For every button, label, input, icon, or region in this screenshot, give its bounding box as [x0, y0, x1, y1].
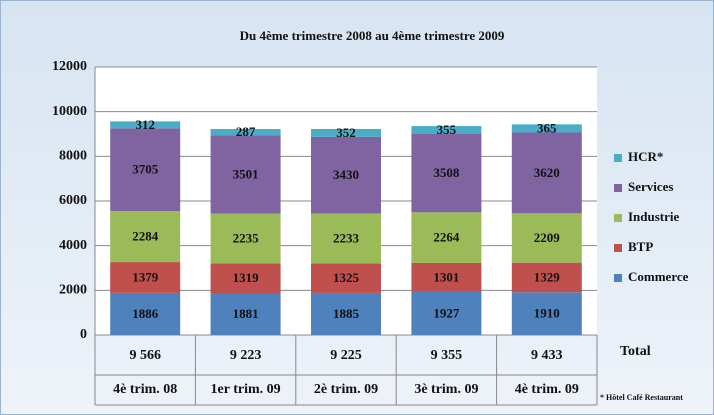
- y-tick-label: 4000: [59, 238, 87, 253]
- bar-segment: [110, 292, 181, 335]
- data-label: 1319: [233, 270, 260, 285]
- data-label: 2284: [132, 229, 159, 244]
- legend-label: HCR*: [628, 149, 663, 164]
- legend-swatch: [614, 214, 622, 222]
- data-label: 355: [437, 122, 457, 137]
- data-label: 2264: [433, 230, 460, 245]
- bar-segment: [411, 262, 482, 292]
- bar-segment: [511, 132, 582, 214]
- data-label: 1886: [132, 306, 159, 321]
- data-label: 3430: [333, 167, 359, 182]
- x-tick-label: 3è trim. 09: [414, 382, 478, 397]
- bar-segment: [511, 124, 582, 133]
- data-label: 2235: [233, 231, 260, 246]
- bar-segment: [110, 262, 181, 293]
- total-value: 9 225: [330, 348, 362, 363]
- legend-label: Commerce: [628, 269, 689, 284]
- bar-segment: [411, 126, 482, 134]
- data-label: 352: [336, 125, 356, 140]
- bar-segment: [411, 212, 482, 263]
- x-tick-label: 2è trim. 09: [314, 382, 378, 397]
- x-tick-label: 4è trim. 09: [515, 382, 579, 397]
- bar-segment: [511, 262, 582, 293]
- legend-label: BTP: [628, 239, 653, 254]
- total-label: Total: [620, 344, 651, 359]
- x-tick-label: 1er trim. 09: [211, 382, 281, 397]
- y-tick-label: 6000: [59, 193, 87, 208]
- data-label: 1301: [433, 269, 459, 284]
- bar-segment: [511, 213, 582, 263]
- x-tick-label: 4è trim. 08: [113, 382, 177, 397]
- data-label: 1325: [333, 270, 360, 285]
- bar-segment: [110, 211, 181, 263]
- bar-segment: [210, 213, 281, 264]
- legend-swatch: [614, 184, 622, 192]
- data-label: 3501: [233, 167, 259, 182]
- bar-segment: [210, 129, 281, 136]
- bar-segment: [511, 292, 582, 335]
- bar-segment: [311, 136, 381, 214]
- data-label: 1885: [333, 306, 360, 321]
- bar-segment: [311, 128, 381, 137]
- y-tick-label: 8000: [59, 149, 87, 164]
- bar-segment: [311, 292, 381, 335]
- bar-segment: [110, 121, 181, 129]
- y-tick-label: 2000: [59, 283, 87, 298]
- data-label: 1329: [534, 269, 561, 284]
- data-label: 2209: [534, 230, 561, 245]
- legend-swatch: [614, 274, 622, 282]
- footnote: * Hôtel Café Restaurant: [600, 393, 683, 402]
- total-value: 9 223: [230, 348, 262, 363]
- bar-segment: [411, 291, 482, 335]
- data-label: 1927: [433, 305, 460, 320]
- data-label: 365: [537, 120, 557, 135]
- bar-segment: [110, 128, 181, 212]
- y-tick-label: 10000: [52, 104, 87, 119]
- bar-segment: [311, 263, 381, 293]
- data-label: 3508: [433, 165, 460, 180]
- total-value: 9 566: [129, 348, 161, 363]
- legend-swatch: [614, 244, 622, 252]
- bar-segment: [311, 213, 381, 264]
- data-label: 287: [236, 124, 256, 139]
- bar-segment: [411, 134, 482, 213]
- legend-label: Industrie: [628, 209, 680, 224]
- total-value: 9 433: [531, 348, 563, 363]
- data-label: 1910: [534, 306, 560, 321]
- legend-label: Services: [628, 179, 673, 194]
- legend-swatch: [614, 154, 622, 162]
- data-label: 3705: [132, 162, 159, 177]
- chart-title: Du 4ème trimestre 2008 au 4ème trimestre…: [240, 28, 505, 43]
- bar-segment: [210, 263, 281, 293]
- data-label: 1379: [132, 269, 159, 284]
- data-label: 1881: [233, 306, 259, 321]
- y-tick-label: 12000: [52, 59, 87, 74]
- data-label: 312: [135, 117, 155, 132]
- total-value: 9 355: [431, 348, 463, 363]
- data-label: 2233: [333, 230, 360, 245]
- bar-segment: [210, 135, 281, 214]
- y-tick-label: 0: [80, 327, 87, 342]
- bar-segment: [210, 292, 281, 335]
- data-label: 3620: [534, 165, 560, 180]
